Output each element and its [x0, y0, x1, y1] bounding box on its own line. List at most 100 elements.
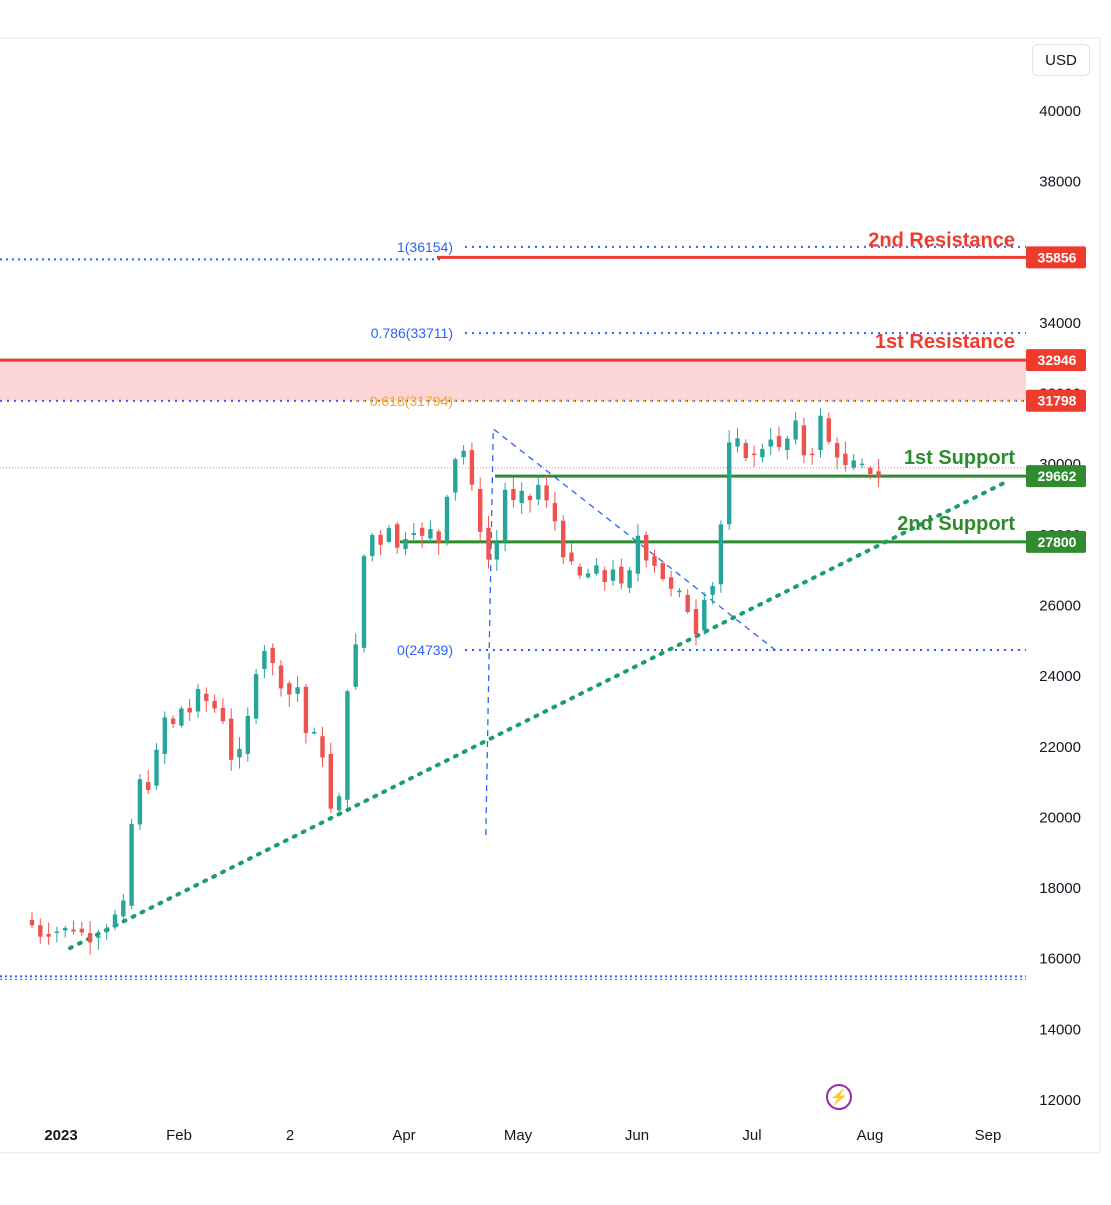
candle-body — [594, 565, 599, 574]
candle-body — [785, 438, 790, 451]
candle-body — [436, 531, 441, 544]
x-tick-label: Apr — [392, 1127, 415, 1144]
ascending-trendline — [67, 479, 1009, 951]
x-tick-label: Sep — [975, 1127, 1002, 1144]
candle-body — [295, 687, 300, 694]
candle-body — [801, 425, 807, 456]
candle-body — [585, 573, 591, 578]
candle-body — [303, 686, 309, 733]
candle-body — [793, 420, 798, 440]
x-tick-label: 2023 — [44, 1127, 77, 1144]
candle-body — [652, 556, 657, 566]
fib-level-label-2: 0.618(31794) — [370, 393, 453, 409]
candle-body — [702, 599, 707, 631]
resistance-1-label: 1st Resistance — [875, 331, 1015, 353]
candle-body — [635, 535, 641, 574]
candle-body — [768, 439, 773, 447]
candle-body — [386, 528, 392, 542]
candle-body — [237, 748, 242, 758]
candle-body — [245, 715, 250, 754]
candle-body — [660, 563, 665, 580]
candle-body — [63, 927, 68, 931]
candle-body — [536, 484, 541, 500]
candle-body — [810, 453, 815, 456]
support-2-price-tag-text: 27800 — [1038, 534, 1077, 550]
candle-body — [71, 929, 76, 932]
y-tick-label: 12000 — [1039, 1092, 1081, 1109]
candle-body — [46, 933, 51, 937]
tradingview-bolt-icon[interactable]: ⚡ — [826, 1084, 852, 1110]
candle-body — [270, 647, 275, 664]
candle-body — [868, 467, 873, 474]
candle-body — [668, 577, 674, 589]
label-layer: 1(36154) 0.786(33711) 0.618(31794) 0(24739)… — [370, 229, 1016, 658]
zone-layer — [0, 360, 1026, 401]
resistance-2-price-tag — [1026, 246, 1086, 269]
candle-body — [428, 529, 433, 539]
candle-body — [876, 471, 881, 477]
x-tick-label: Jun — [625, 1127, 649, 1144]
candle-body — [353, 644, 358, 687]
y-tick-label: 20000 — [1039, 809, 1081, 826]
fib-retracement-path — [485, 427, 778, 836]
candle-body — [751, 453, 757, 456]
y-tick-label: 24000 — [1039, 668, 1081, 685]
candle-body — [204, 693, 209, 701]
resistance-zone — [0, 360, 1026, 401]
candle-body — [693, 609, 699, 635]
candle-body — [229, 718, 234, 760]
candle-body — [743, 443, 748, 459]
candle-body — [29, 919, 35, 926]
candle-body — [577, 566, 582, 576]
candle-body — [162, 717, 167, 754]
currency-label: USD — [1045, 51, 1077, 69]
y-tick-label: 40000 — [1039, 103, 1081, 120]
candle-body — [469, 450, 475, 485]
candle-body — [552, 503, 558, 522]
candle-body — [345, 691, 350, 800]
support-1-label: 1st Support — [904, 447, 1015, 469]
currency-button[interactable]: USD — [1032, 44, 1090, 76]
candle-body — [370, 534, 375, 557]
fib-level-label-3: 0(24739) — [397, 642, 453, 658]
candle-body — [710, 585, 715, 595]
candle-body — [644, 534, 649, 561]
candle-body — [395, 524, 400, 548]
support-2-label: 2nd Support — [897, 513, 1015, 535]
x-tick-label: May — [504, 1127, 533, 1144]
y-tick-label: 26000 — [1039, 598, 1081, 615]
fib-level-label-1: 0.786(33711) — [371, 325, 453, 341]
resistance-2-label: 2nd Resistance — [868, 229, 1015, 251]
candle-body — [776, 435, 782, 448]
candle-body — [502, 489, 508, 542]
y-tick-label: 38000 — [1039, 174, 1081, 191]
candle-body — [146, 782, 151, 791]
candle-body — [760, 448, 765, 458]
fib-618_tag-price-tag — [1026, 389, 1086, 412]
candle-body — [843, 453, 848, 466]
candle-body — [411, 533, 416, 535]
fib-level-label-0: 1(36154) — [397, 239, 453, 255]
resistance-1-price-tag-text: 32946 — [1038, 352, 1077, 368]
candle-body — [403, 538, 408, 549]
candle-body — [619, 566, 624, 584]
candle-body — [834, 443, 840, 458]
candle-body — [96, 936, 101, 938]
candle-body — [461, 450, 466, 458]
resistance-1-price-tag — [1026, 349, 1086, 372]
candle-body — [320, 736, 325, 758]
time-axis[interactable]: 2023 Feb 2 Apr May Jun Jul Aug Sep — [44, 1127, 1001, 1144]
resistance-2-price-tag-text: 35856 — [1038, 249, 1077, 265]
support-1-price-tag-text: 29662 — [1038, 468, 1077, 484]
candle-body — [610, 569, 616, 581]
candle-body — [220, 707, 226, 722]
candle-body — [519, 490, 524, 504]
candle-body — [527, 496, 533, 501]
candle-body — [826, 418, 831, 442]
candle-body — [602, 570, 607, 582]
candle-body — [195, 688, 201, 712]
candle-body — [511, 488, 516, 501]
candle-layer — [29, 408, 881, 955]
